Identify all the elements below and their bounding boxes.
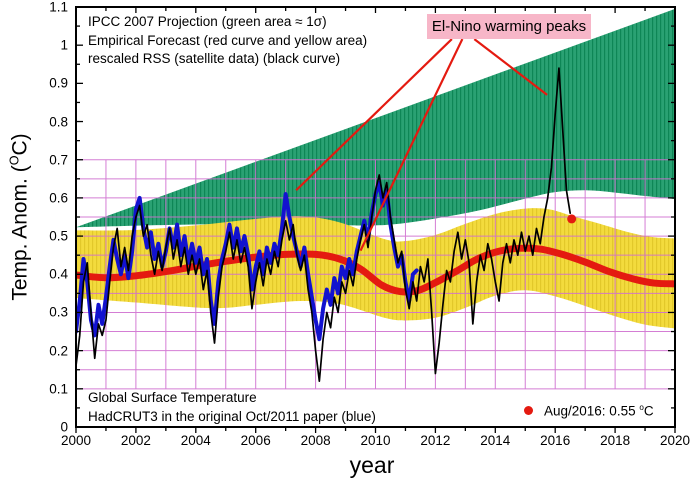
annotation-empirical-forecast: Empirical Forecast (red curve and yellow…	[88, 32, 368, 48]
x-tick-label: 2006	[240, 433, 271, 448]
legend-red-dot-icon	[524, 406, 533, 416]
x-tick-label: 2020	[659, 433, 691, 448]
y-tick-label: 0	[60, 419, 68, 435]
x-tick-label: 2004	[180, 433, 211, 448]
elnino-pointer-lines	[295, 38, 548, 252]
annotation-hadcrut3: HadCRUT3 in the original Oct/2011 paper …	[88, 408, 376, 424]
y-tick-label: 0.6	[49, 190, 68, 206]
y-tick-label: 1.1	[49, 0, 68, 15]
x-tick-label: 2018	[600, 433, 631, 448]
x-tick-label: 2008	[300, 433, 331, 448]
blue-hadcrut3-curve	[76, 180, 419, 342]
top-left-annotations: IPCC 2007 Projection (green area ≈ 1σ) E…	[88, 13, 367, 69]
annotation-ipcc: IPCC 2007 Projection (green area ≈ 1σ)	[88, 14, 327, 29]
x-tick-label: 2016	[540, 433, 571, 448]
elnino-label-text: El-Nino warming peaks	[431, 18, 587, 35]
y-tick-label: 0.1	[49, 381, 68, 397]
elnino-warming-peaks-label: El-Nino warming peaks	[427, 14, 591, 39]
y-tick-label: 0.5	[49, 228, 68, 244]
elnino-pointer-line	[295, 38, 453, 192]
elnino-pointer-line	[359, 38, 464, 252]
annotation-global-surface-temp: Global Surface Temperature	[88, 390, 257, 405]
y-tick-label: 1	[60, 37, 68, 53]
plot-layers	[76, 8, 675, 390]
aug2016-legend: Aug/2016: 0.55 oC	[524, 403, 654, 419]
y-tick-label: 0.4	[49, 266, 68, 282]
y-tick-label: 0.7	[49, 152, 68, 168]
y-tick-label: 0.8	[49, 114, 68, 130]
grid	[76, 159, 675, 390]
x-axis-title: year	[349, 452, 395, 478]
axis-ticks	[75, 6, 676, 433]
x-tick-label: 2000	[60, 433, 92, 448]
legend-text: Aug/2016: 0.55 oC	[544, 403, 654, 419]
x-tick-label: 2010	[360, 433, 391, 448]
x-tick-label: 2012	[420, 433, 451, 448]
y-tick-label: 0.3	[49, 304, 68, 320]
y-tick-label: 0.9	[49, 75, 68, 91]
annotation-rss: rescaled RSS (satellite data) (black cur…	[88, 51, 341, 66]
y-tick-label: 0.2	[49, 343, 68, 359]
x-tick-label: 2014	[480, 433, 511, 448]
x-tick-label: 2002	[120, 433, 151, 448]
black-rss-curve	[76, 67, 572, 383]
bottom-left-annotations: Global Surface Temperature HadCRUT3 in t…	[88, 389, 376, 426]
aug2016-point	[567, 214, 577, 224]
y-axis-title: Temp. Anom. (OC)	[7, 133, 32, 301]
elnino-pointer-line	[473, 38, 548, 96]
